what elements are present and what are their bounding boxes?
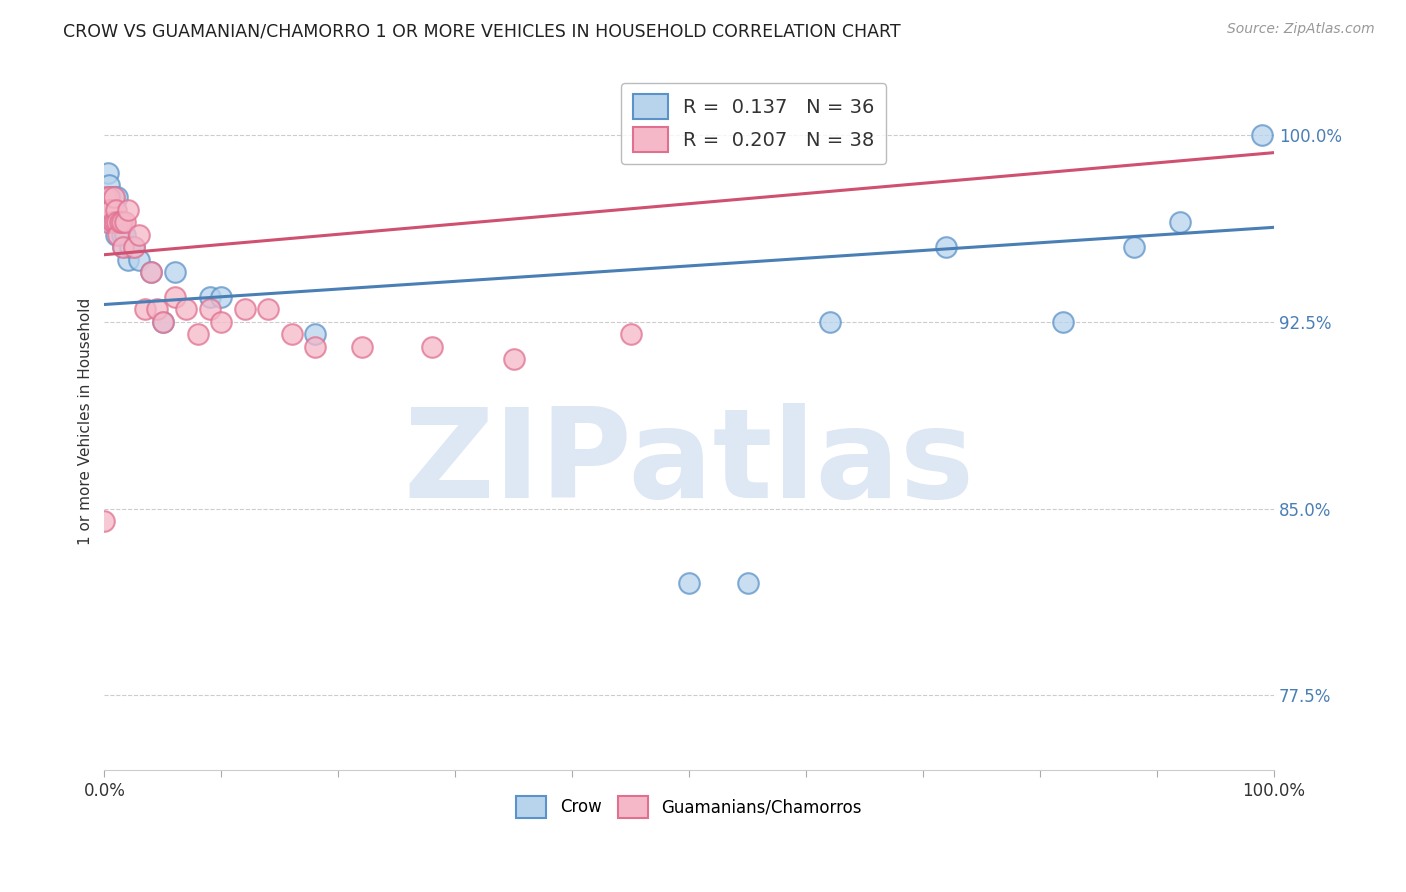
Point <box>108 215 131 229</box>
Point <box>104 215 127 229</box>
Point <box>198 290 221 304</box>
Point <box>96 202 118 217</box>
Point <box>107 215 129 229</box>
Point <box>97 202 120 217</box>
Point <box>97 165 120 179</box>
Legend: Crow, Guamanians/Chamorros: Crow, Guamanians/Chamorros <box>510 789 869 824</box>
Point <box>98 178 121 192</box>
Text: CROW VS GUAMANIAN/CHAMORRO 1 OR MORE VEHICLES IN HOUSEHOLD CORRELATION CHART: CROW VS GUAMANIAN/CHAMORRO 1 OR MORE VEH… <box>63 22 901 40</box>
Point <box>209 290 232 304</box>
Point <box>98 202 121 217</box>
Point <box>114 227 136 242</box>
Point <box>1170 215 1192 229</box>
Point <box>280 327 302 342</box>
Point <box>678 576 700 591</box>
Point <box>174 302 197 317</box>
Point <box>117 202 139 217</box>
Point <box>101 215 124 229</box>
Point <box>111 227 134 242</box>
Point <box>146 302 169 317</box>
Point <box>94 190 117 204</box>
Point <box>98 202 121 217</box>
Point <box>96 215 118 229</box>
Point <box>257 302 280 317</box>
Point <box>93 514 115 528</box>
Point <box>100 202 122 217</box>
Y-axis label: 1 or more Vehicles in Household: 1 or more Vehicles in Household <box>79 298 93 545</box>
Point <box>100 190 122 204</box>
Point <box>187 327 209 342</box>
Point <box>112 240 135 254</box>
Point <box>94 190 117 204</box>
Point <box>105 215 128 229</box>
Point <box>122 240 145 254</box>
Point <box>122 240 145 254</box>
Point <box>304 340 326 354</box>
Point <box>134 302 156 317</box>
Point <box>233 302 256 317</box>
Point <box>420 340 443 354</box>
Point <box>108 215 131 229</box>
Point <box>128 227 150 242</box>
Point <box>1122 240 1144 254</box>
Point <box>117 252 139 267</box>
Point <box>198 302 221 317</box>
Point <box>128 252 150 267</box>
Point <box>737 576 759 591</box>
Point <box>101 215 124 229</box>
Point <box>105 202 128 217</box>
Point <box>1251 128 1274 143</box>
Point <box>620 327 643 342</box>
Point <box>98 190 121 204</box>
Point <box>152 315 174 329</box>
Point <box>103 190 125 204</box>
Point <box>96 202 118 217</box>
Point <box>98 215 121 229</box>
Point <box>112 240 135 254</box>
Point <box>120 240 142 254</box>
Point <box>1052 315 1074 329</box>
Point <box>350 340 373 354</box>
Point <box>97 190 120 204</box>
Point <box>105 190 128 204</box>
Point <box>103 190 125 204</box>
Point <box>163 290 186 304</box>
Point <box>111 215 134 229</box>
Text: Source: ZipAtlas.com: Source: ZipAtlas.com <box>1227 22 1375 37</box>
Point <box>304 327 326 342</box>
Point <box>104 202 127 217</box>
Point <box>107 227 129 242</box>
Point <box>818 315 841 329</box>
Point <box>935 240 957 254</box>
Point <box>209 315 232 329</box>
Point <box>141 265 163 279</box>
Text: ZIPatlas: ZIPatlas <box>404 403 974 524</box>
Point <box>163 265 186 279</box>
Point <box>141 265 163 279</box>
Point <box>152 315 174 329</box>
Point <box>114 215 136 229</box>
Point <box>502 352 524 367</box>
Point <box>105 227 128 242</box>
